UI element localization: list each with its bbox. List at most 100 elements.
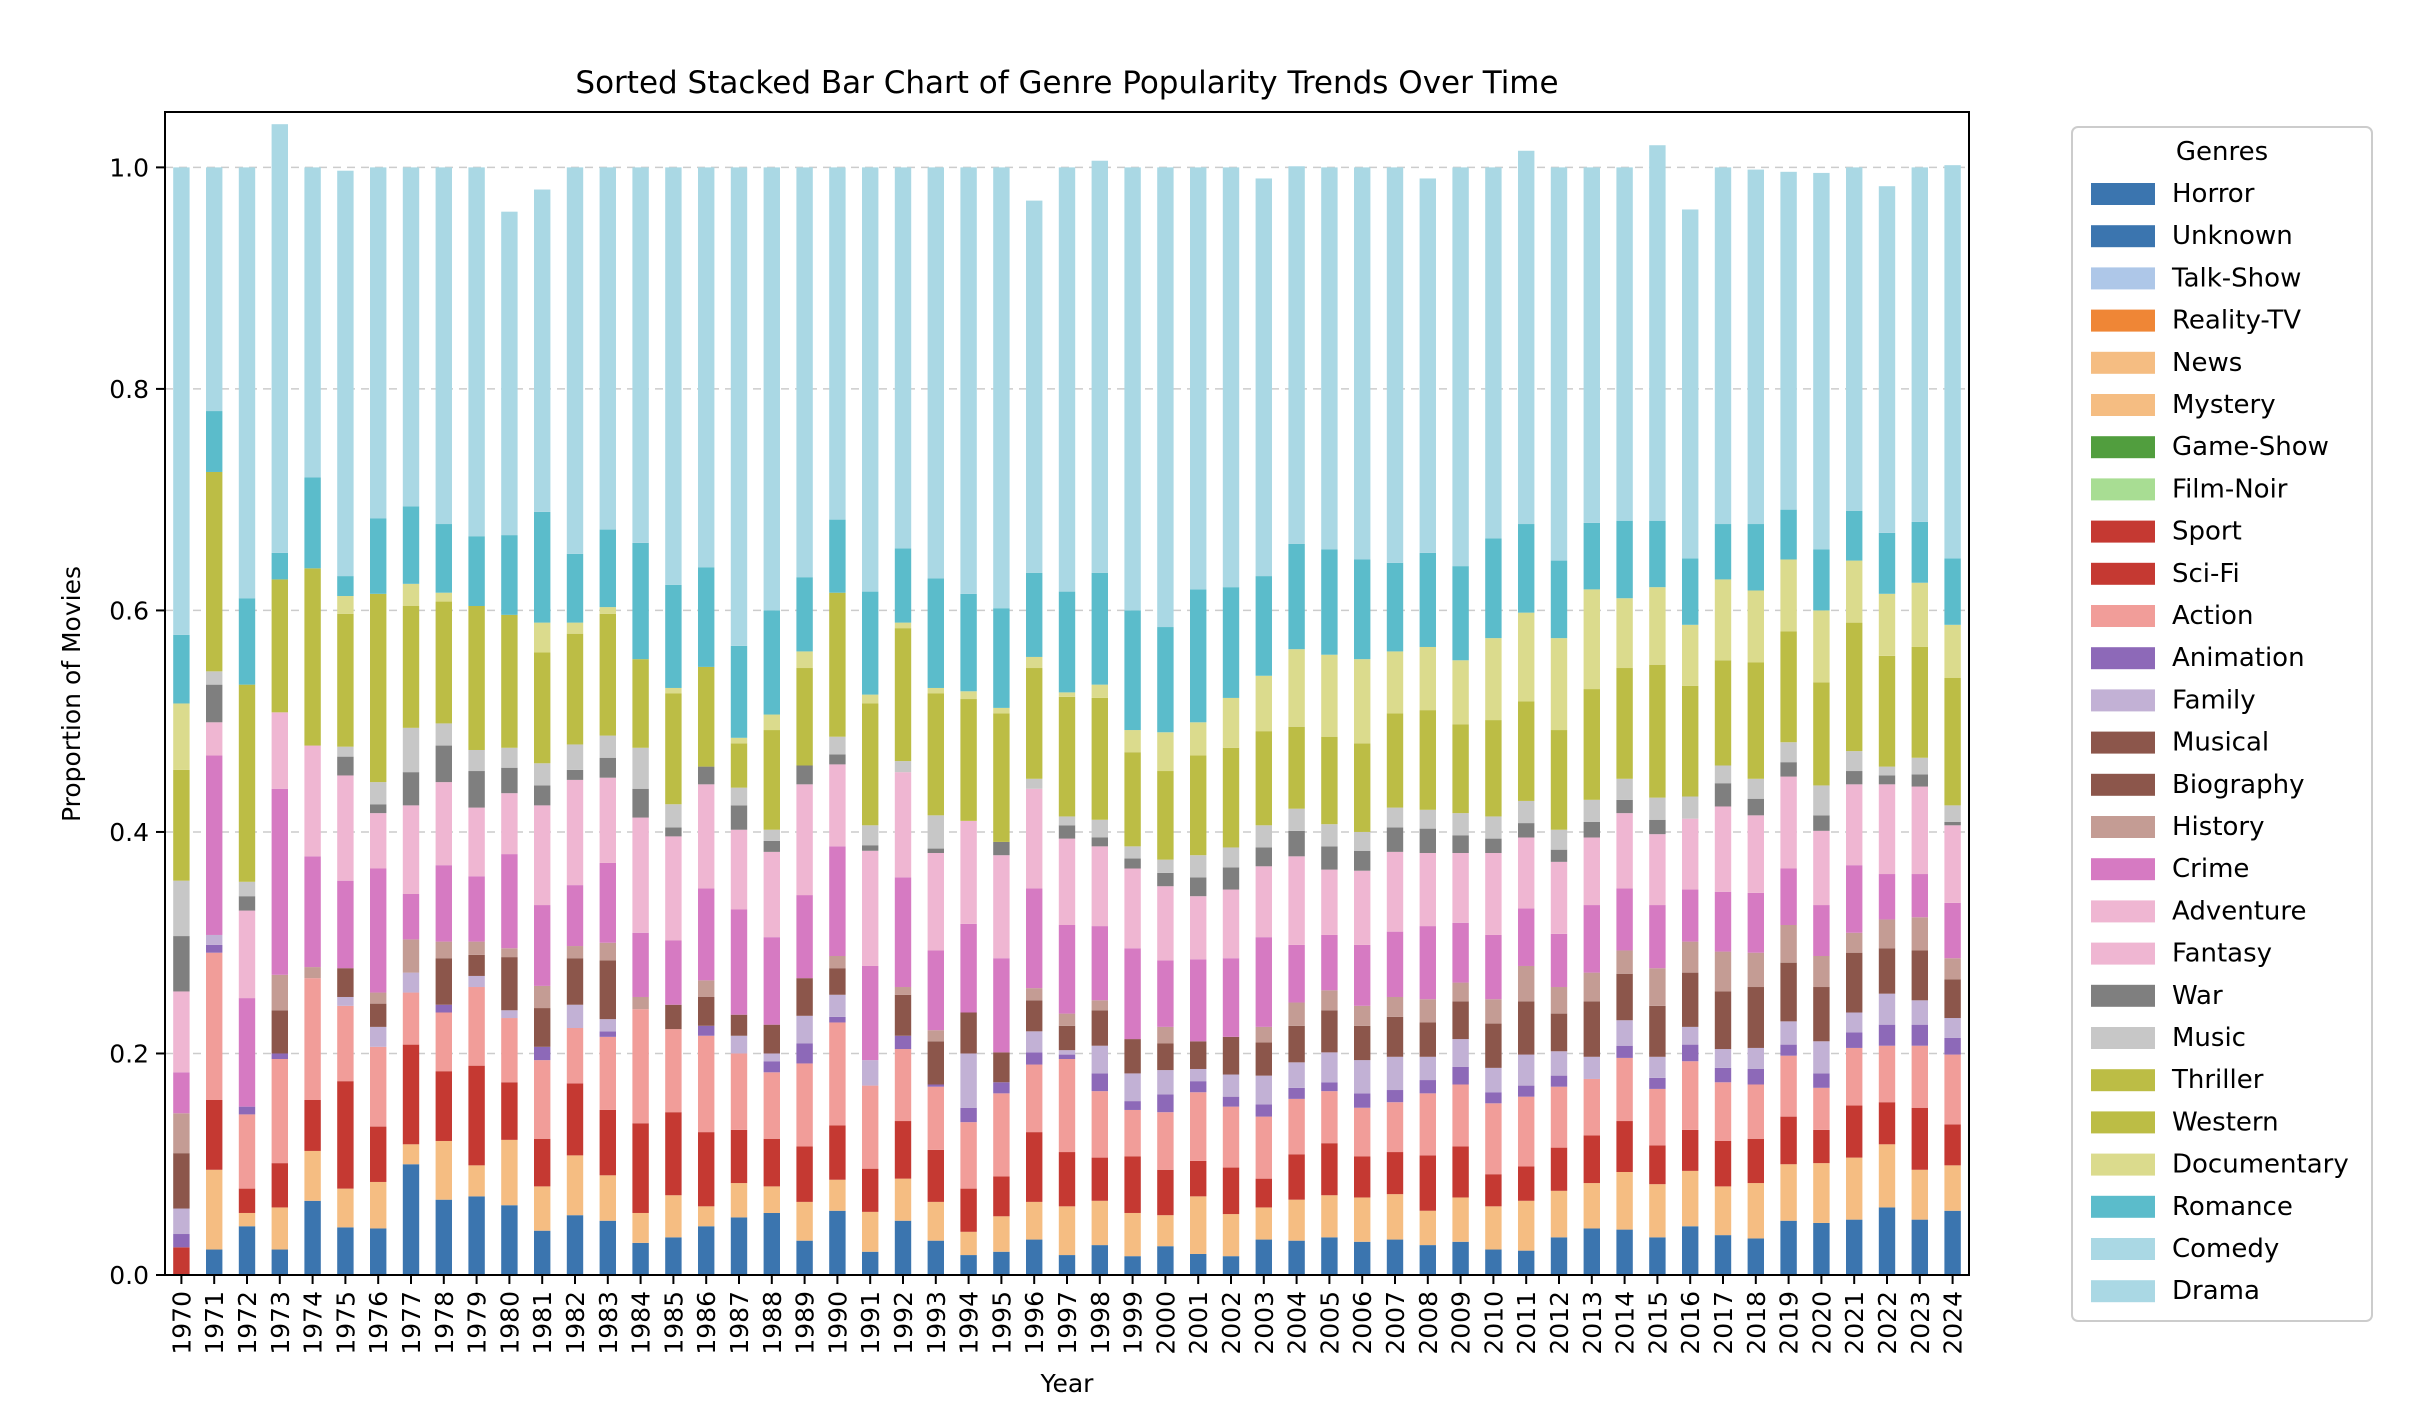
bar-segment-1970-drama — [173, 167, 190, 635]
bar-segment-2012-mystery — [1550, 1190, 1568, 1238]
bar-segment-1976-horror — [370, 1228, 387, 1275]
bar-segment-2023-music — [1911, 757, 1928, 775]
bar-segment-2011-family — [1518, 1054, 1535, 1086]
x-tick-label-1990: 1990 — [823, 1291, 852, 1355]
bar-segment-2024-thriller — [1944, 677, 1961, 806]
bar-segment-1989-sci-fi — [796, 1146, 813, 1202]
bar-segment-2002-romance — [1222, 587, 1240, 698]
bar-segment-1983-family — [599, 1019, 616, 1032]
x-tick-label-2016: 2016 — [1676, 1291, 1705, 1355]
bar-segment-2017-adventure — [1714, 806, 1732, 892]
bar-segment-1974-drama — [304, 167, 321, 478]
bar-segment-2010-drama — [1485, 167, 1502, 539]
bar-segment-2012-drama — [1550, 167, 1568, 561]
bar-segment-1991-war — [862, 845, 879, 851]
bar-segment-1989-crime — [796, 895, 813, 979]
bar-segment-1984-crime — [632, 932, 649, 997]
legend-label-talk-show: Talk-Show — [2171, 263, 2301, 293]
bar-segment-2014-adventure — [1616, 813, 1633, 889]
bar-segment-2004-war — [1288, 830, 1305, 857]
bar-segment-1996-horror — [1026, 1239, 1043, 1275]
bar-segment-1992-sci-fi — [894, 1121, 912, 1179]
bar-segment-2021-war — [1846, 771, 1863, 785]
bar-segment-1980-thriller — [501, 614, 518, 748]
bar-segment-1986-drama — [698, 167, 715, 568]
bar-segment-1999-animation — [1124, 1101, 1141, 1110]
bar-segment-1999-sci-fi — [1124, 1156, 1141, 1213]
bar-segment-1981-documentary — [534, 622, 551, 653]
bar-segment-2006-horror — [1354, 1241, 1371, 1275]
bar-segment-2006-mystery — [1354, 1197, 1371, 1242]
bar-segment-1985-action — [665, 1029, 682, 1113]
legend-swatch-film-noir — [2091, 478, 2155, 501]
bar-segment-1976-war — [370, 804, 387, 814]
bar-segment-2020-action — [1813, 1087, 1830, 1130]
bar-segment-1989-mystery — [796, 1201, 813, 1241]
bar-segment-2012-animation — [1550, 1075, 1568, 1087]
bar-segment-1979-history — [468, 941, 485, 955]
bar-segment-1994-animation — [960, 1107, 977, 1123]
bar-segment-2018-drama — [1747, 169, 1764, 525]
bar-segment-2024-animation — [1944, 1037, 1961, 1055]
bar-segment-2011-biography — [1518, 1001, 1535, 1055]
bar-segment-1977-adventure — [402, 805, 420, 894]
bar-segment-1998-horror — [1091, 1245, 1108, 1275]
bar-segment-1993-biography — [927, 1041, 944, 1085]
bar-segment-2023-war — [1911, 774, 1928, 787]
bar-segment-1989-war — [796, 765, 813, 785]
bar-segment-2022-adventure — [1878, 784, 1896, 875]
bar-segment-1998-history — [1091, 1000, 1108, 1011]
y-tick-label-3: 0.6 — [109, 596, 149, 625]
bar-segment-1996-history — [1026, 988, 1043, 1001]
bar-segment-1991-family — [862, 1060, 879, 1086]
legend-label-music: Music — [2172, 1023, 2246, 1053]
bar-segment-2005-drama — [1321, 167, 1338, 550]
bar-segment-2021-biography — [1846, 952, 1863, 1013]
bar-segment-1975-family — [337, 996, 354, 1006]
bar-segment-1991-mystery — [862, 1211, 879, 1252]
bar-segment-1986-romance — [698, 567, 715, 667]
bar-segment-1977-crime — [402, 893, 420, 940]
x-tick-label-2014: 2014 — [1611, 1291, 1640, 1355]
bar-segment-2005-family — [1321, 1052, 1338, 1083]
bar-segment-1976-family — [370, 1026, 387, 1047]
bar-segment-1981-history — [534, 985, 551, 1009]
bar-segment-2010-war — [1485, 838, 1502, 853]
bar-segment-2009-adventure — [1452, 852, 1469, 923]
bar-segment-2021-action — [1846, 1047, 1863, 1106]
bar-segment-2022-biography — [1878, 948, 1896, 994]
x-tick-label-1993: 1993 — [922, 1291, 951, 1355]
bar-segment-1986-adventure — [698, 784, 715, 889]
bar-segment-1982-thriller — [566, 633, 584, 745]
bar-segment-1974-thriller — [304, 568, 321, 746]
x-tick-label-2022: 2022 — [1873, 1291, 1902, 1355]
bar-segment-2018-romance — [1747, 524, 1764, 591]
bar-segment-1985-music — [665, 804, 682, 828]
bar-segment-2006-music — [1354, 831, 1371, 851]
bar-segment-2023-sci-fi — [1911, 1107, 1928, 1170]
bar-segment-1982-horror — [566, 1215, 584, 1275]
bar-segment-1978-crime — [435, 865, 452, 942]
bar-segment-1978-sci-fi — [435, 1071, 452, 1141]
bar-segment-1979-horror — [468, 1196, 485, 1275]
bar-segment-1973-action — [271, 1059, 288, 1164]
legend-label-news: News — [2172, 348, 2242, 378]
bar-segment-1982-music — [566, 744, 584, 770]
legend-box — [2071, 126, 2373, 1322]
bar-segment-2006-history — [1354, 1005, 1371, 1026]
bar-segment-1999-romance — [1124, 610, 1141, 731]
bar-segment-1971-crime — [206, 755, 223, 935]
bar-segment-2000-action — [1157, 1112, 1174, 1170]
bar-segment-2007-family — [1386, 1056, 1404, 1091]
bar-segment-1998-biography — [1091, 1010, 1108, 1046]
bar-segment-2000-documentary — [1157, 732, 1174, 772]
bar-segment-2011-war — [1518, 823, 1535, 838]
bar-segment-1992-music — [894, 761, 912, 773]
legend-swatch-sci-fi — [2091, 562, 2155, 585]
bar-segment-2023-action — [1911, 1045, 1928, 1108]
bar-segment-2018-adventure — [1747, 815, 1764, 893]
bar-segment-2010-crime — [1485, 934, 1502, 1000]
bar-segment-2013-music — [1583, 799, 1600, 822]
bar-segment-2018-biography — [1747, 987, 1764, 1048]
bar-segment-2012-crime — [1550, 933, 1568, 988]
